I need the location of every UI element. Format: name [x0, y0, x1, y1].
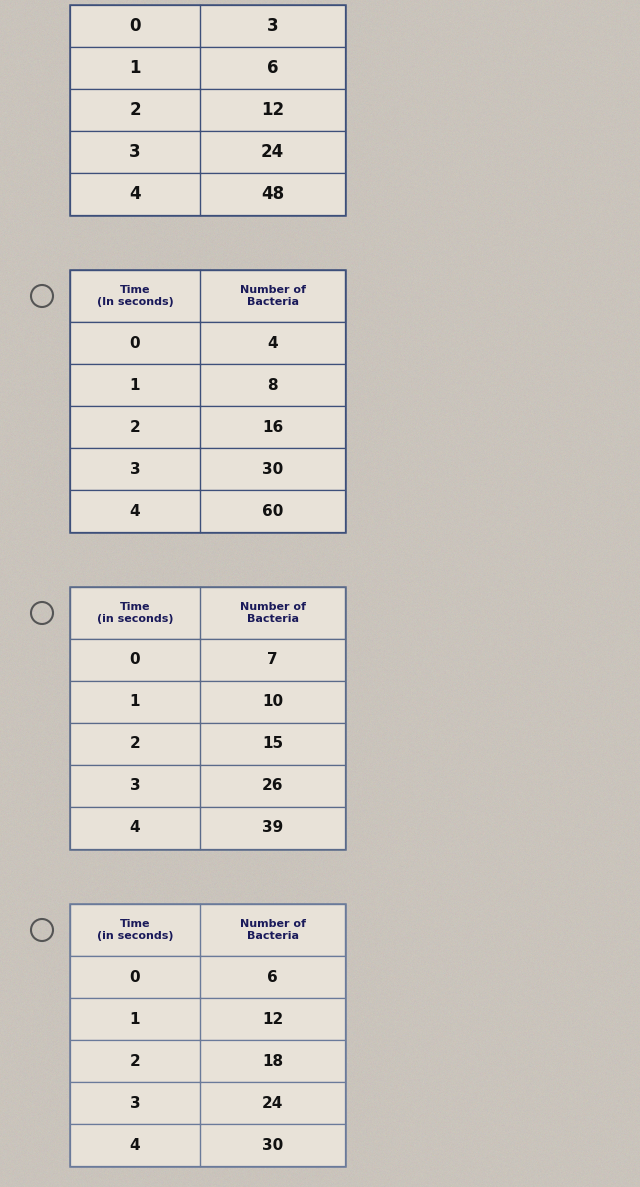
Bar [70, 1040, 345, 1083]
Text: 3: 3 [129, 142, 141, 161]
Bar [70, 723, 345, 764]
Text: 30: 30 [262, 1137, 283, 1153]
Text: 48: 48 [261, 185, 284, 203]
Bar [70, 5, 345, 215]
Text: 3: 3 [130, 1096, 140, 1111]
Text: 30: 30 [262, 462, 283, 476]
Bar [70, 131, 345, 173]
Text: Time
(In seconds): Time (In seconds) [97, 285, 173, 306]
Text: 1: 1 [130, 694, 140, 710]
Bar [70, 904, 345, 956]
Bar [70, 639, 345, 681]
Text: 3: 3 [130, 779, 140, 793]
Text: 4: 4 [130, 1137, 140, 1153]
Text: 1: 1 [130, 377, 140, 393]
Text: 2: 2 [130, 736, 140, 751]
Text: 1: 1 [129, 59, 141, 77]
Text: 24: 24 [261, 142, 284, 161]
Text: 24: 24 [262, 1096, 283, 1111]
Text: 39: 39 [262, 820, 283, 836]
Text: 60: 60 [262, 503, 283, 519]
Bar [70, 904, 345, 1166]
Bar [70, 490, 345, 532]
Bar [70, 447, 345, 490]
Text: 6: 6 [267, 970, 278, 984]
Text: 0: 0 [130, 970, 140, 984]
Text: 3: 3 [267, 17, 278, 34]
Text: 8: 8 [267, 377, 278, 393]
Text: 0: 0 [130, 653, 140, 667]
Text: Time
(in seconds): Time (in seconds) [97, 919, 173, 941]
Text: 0: 0 [129, 17, 141, 34]
Text: 2: 2 [130, 1054, 140, 1068]
Bar [70, 269, 345, 322]
Bar [70, 364, 345, 406]
Bar [70, 998, 345, 1040]
Bar [70, 1124, 345, 1166]
Text: 4: 4 [130, 503, 140, 519]
Bar [70, 269, 345, 532]
Text: Number of
Bacteria: Number of Bacteria [239, 602, 305, 624]
Text: 2: 2 [129, 101, 141, 119]
Text: 15: 15 [262, 736, 283, 751]
Text: 1: 1 [130, 1011, 140, 1027]
Text: 6: 6 [267, 59, 278, 77]
Text: 0: 0 [130, 336, 140, 350]
Text: Number of
Bacteria: Number of Bacteria [239, 285, 305, 306]
Bar [70, 807, 345, 849]
Bar [70, 406, 345, 447]
Text: 26: 26 [262, 779, 284, 793]
Text: 4: 4 [267, 336, 278, 350]
Bar [70, 47, 345, 89]
Bar [70, 681, 345, 723]
Text: 4: 4 [129, 185, 141, 203]
Bar [70, 956, 345, 998]
Text: 4: 4 [130, 820, 140, 836]
Text: 16: 16 [262, 419, 283, 434]
Bar [70, 764, 345, 807]
Text: 18: 18 [262, 1054, 283, 1068]
Bar [70, 322, 345, 364]
Text: 7: 7 [267, 653, 278, 667]
Bar [70, 5, 345, 47]
Text: Number of
Bacteria: Number of Bacteria [239, 919, 305, 941]
Text: 2: 2 [130, 419, 140, 434]
Text: 3: 3 [130, 462, 140, 476]
Bar [70, 173, 345, 215]
Text: 12: 12 [261, 101, 284, 119]
Bar [70, 1083, 345, 1124]
Text: 12: 12 [262, 1011, 283, 1027]
Text: Time
(in seconds): Time (in seconds) [97, 602, 173, 624]
Bar [70, 588, 345, 639]
Text: 10: 10 [262, 694, 283, 710]
Bar [70, 89, 345, 131]
Bar [70, 588, 345, 849]
